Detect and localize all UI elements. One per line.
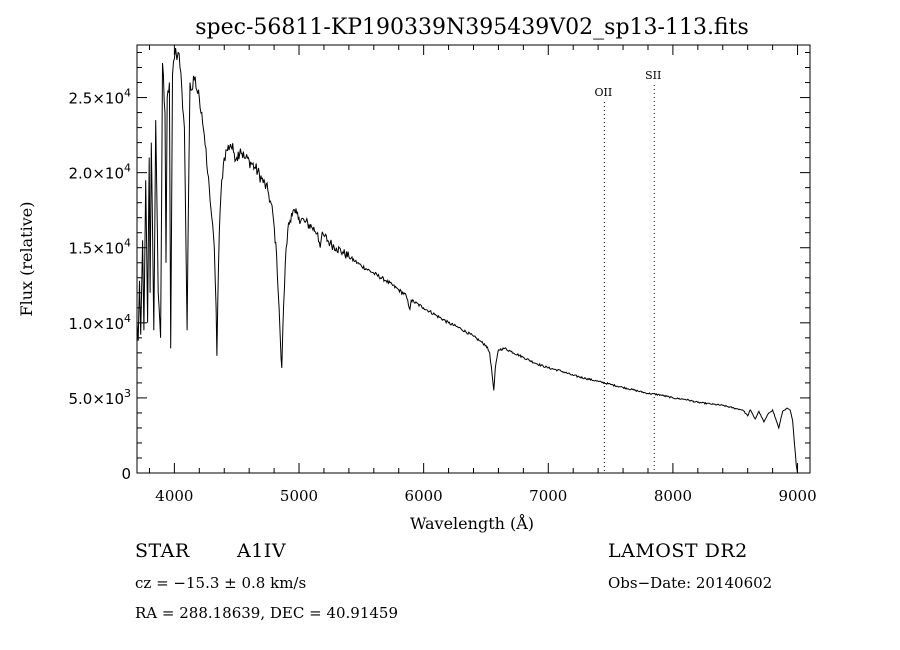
spectrum-line bbox=[136, 47, 798, 474]
y-axis-label: Flux (relative) bbox=[17, 202, 36, 317]
y-tick-label: 2.0×104 bbox=[68, 162, 131, 183]
x-tick-label: 7000 bbox=[529, 487, 567, 505]
redshift-readout: cz = −15.3 ± 0.8 km/s bbox=[135, 574, 307, 592]
y-axis-ticks: 0 5.0×103 1.0×104 1.5×104 2.0×104 2.5×104 bbox=[68, 52, 810, 483]
plot-frame bbox=[136, 44, 811, 474]
survey-name: LAMOST DR2 bbox=[608, 540, 748, 562]
emission-line-markers: OII SII bbox=[595, 69, 661, 473]
marker-label: OII bbox=[595, 86, 613, 99]
x-tick-label: 4000 bbox=[155, 487, 193, 505]
x-tick-label: 8000 bbox=[654, 487, 692, 505]
x-tick-label: 6000 bbox=[405, 487, 443, 505]
y-tick-label: 2.5×104 bbox=[68, 87, 131, 108]
observation-date: Obs−Date: 20140602 bbox=[608, 574, 773, 592]
y-tick-label: 0 bbox=[121, 465, 131, 483]
marker-label: SII bbox=[645, 69, 661, 82]
object-class: STAR bbox=[135, 540, 190, 562]
y-tick-label: 5.0×103 bbox=[68, 387, 131, 408]
y-tick-label: 1.5×104 bbox=[68, 237, 131, 258]
coordinates-readout: RA = 288.18639, DEC = 40.91459 bbox=[135, 604, 399, 622]
x-tick-label: 5000 bbox=[280, 487, 318, 505]
x-axis-label: Wavelength (Å) bbox=[410, 513, 534, 533]
x-axis-ticks: 4000 5000 6000 7000 8000 9000 bbox=[148, 45, 817, 505]
spectral-subclass: A1IV bbox=[237, 540, 287, 562]
y-tick-label: 1.0×104 bbox=[68, 312, 131, 333]
chart-title: spec-56811-KP190339N395439V02_sp13-113.f… bbox=[195, 15, 749, 40]
x-tick-label: 9000 bbox=[778, 487, 816, 505]
